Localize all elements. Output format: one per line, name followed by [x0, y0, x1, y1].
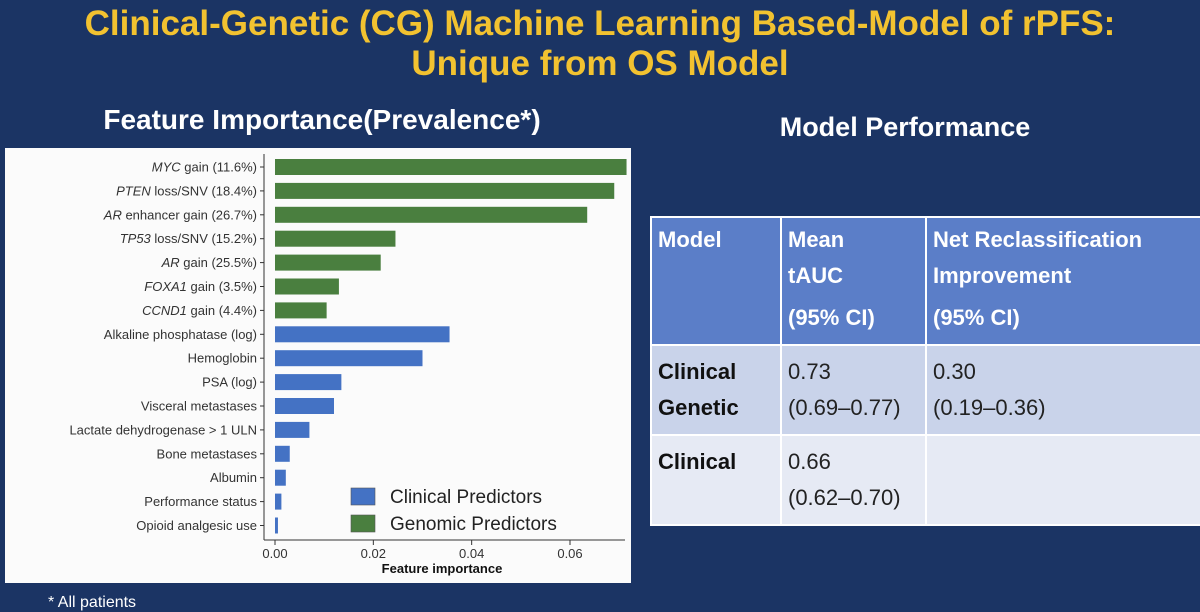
bar-3	[275, 230, 396, 247]
y-tick-label-15: Opioid analgesic use	[136, 518, 257, 533]
header-nri: Net Reclassification Improvement (95% CI…	[925, 216, 1200, 346]
y-tick-label-4: AR gain (25.5%)	[161, 255, 257, 270]
model-performance-heading: Model Performance	[779, 112, 1031, 142]
row-nri: 0.30 (0.19–0.36)	[925, 344, 1200, 436]
y-tick-label-0: MYC gain (11.6%)	[152, 160, 257, 175]
row-model-clinical-genetic: Clinical Genetic	[650, 344, 782, 436]
y-tick-label-9: PSA (log)	[202, 375, 257, 390]
bar-7	[275, 326, 450, 343]
table-header-row: Model Mean tAUC (95% CI) Net Reclassific…	[650, 216, 1200, 346]
slide-title-line2: Unique from OS Model	[411, 44, 789, 83]
y-tick-label-7: Alkaline phosphatase (log)	[104, 327, 257, 342]
row-nri	[925, 434, 1200, 526]
bar-1	[275, 182, 615, 199]
bar-5	[275, 278, 339, 295]
feature-importance-heading: Feature Importance(Prevalence*)	[103, 104, 541, 135]
bar-14	[275, 493, 282, 510]
y-tick-label-13: Albumin	[210, 470, 257, 485]
header-model: Model	[650, 216, 782, 346]
bar-4	[275, 254, 381, 271]
bar-11	[275, 421, 310, 438]
bar-8	[275, 350, 423, 367]
bar-13	[275, 469, 286, 486]
legend-label-genomic: Genomic Predictors	[390, 514, 557, 535]
y-tick-label-8: Hemoglobin	[188, 351, 257, 366]
bar-15	[275, 517, 278, 534]
bar-2	[275, 206, 588, 223]
row-model-clinical: Clinical	[650, 434, 782, 526]
header-mean-tauc: Mean tAUC (95% CI)	[780, 216, 927, 346]
y-tick-label-14: Performance status	[144, 494, 257, 509]
bar-6	[275, 302, 327, 319]
legend-swatch-clinical	[350, 487, 376, 506]
table-row: Clinical Genetic 0.73 (0.69–0.77) 0.30 (…	[650, 344, 1200, 436]
y-tick-label-11: Lactate dehydrogenase > 1 ULN	[69, 422, 257, 437]
y-tick-label-2: AR enhancer gain (26.7%)	[103, 207, 257, 222]
slide-title-line1: Clinical-Genetic (CG) Machine Learning B…	[84, 4, 1116, 43]
y-tick-label-12: Bone metastases	[157, 446, 258, 461]
y-tick-label-10: Visceral metastases	[141, 399, 258, 414]
bar-9	[275, 374, 342, 391]
x-tick-label-2: 0.04	[459, 546, 484, 561]
row-tauc: 0.66 (0.62–0.70)	[780, 434, 927, 526]
y-tick-label-5: FOXA1 gain (3.5%)	[144, 279, 257, 294]
legend-swatch-genomic	[350, 514, 376, 533]
y-tick-label-3: TP53 loss/SNV (15.2%)	[120, 231, 257, 246]
footnote: * All patients	[48, 594, 137, 611]
table-row: Clinical 0.66 (0.62–0.70)	[650, 434, 1200, 526]
model-performance-table: Model Mean tAUC (95% CI) Net Reclassific…	[650, 216, 1200, 526]
x-tick-label-0: 0.00	[262, 546, 287, 561]
y-tick-label-6: CCND1 gain (4.4%)	[142, 303, 257, 318]
slide-title: Clinical-Genetic (CG) Machine Learning B…	[0, 4, 1200, 84]
y-tick-label-1: PTEN loss/SNV (18.4%)	[116, 183, 257, 198]
chart-svg: MYC gain (11.6%) PTEN loss/SNV (18.4%) AR …	[69, 154, 627, 576]
feature-importance-chart: MYC gain (11.6%) PTEN loss/SNV (18.4%) AR …	[5, 148, 631, 583]
x-tick-label-3: 0.06	[557, 546, 582, 561]
legend-label-clinical: Clinical Predictors	[390, 487, 542, 508]
row-tauc: 0.73 (0.69–0.77)	[780, 344, 927, 436]
x-tick-label-1: 0.02	[361, 546, 386, 561]
bar-0	[275, 159, 627, 175]
bar-10	[275, 398, 334, 414]
bar-12	[275, 445, 290, 462]
x-axis-label: Feature importance	[382, 561, 503, 576]
